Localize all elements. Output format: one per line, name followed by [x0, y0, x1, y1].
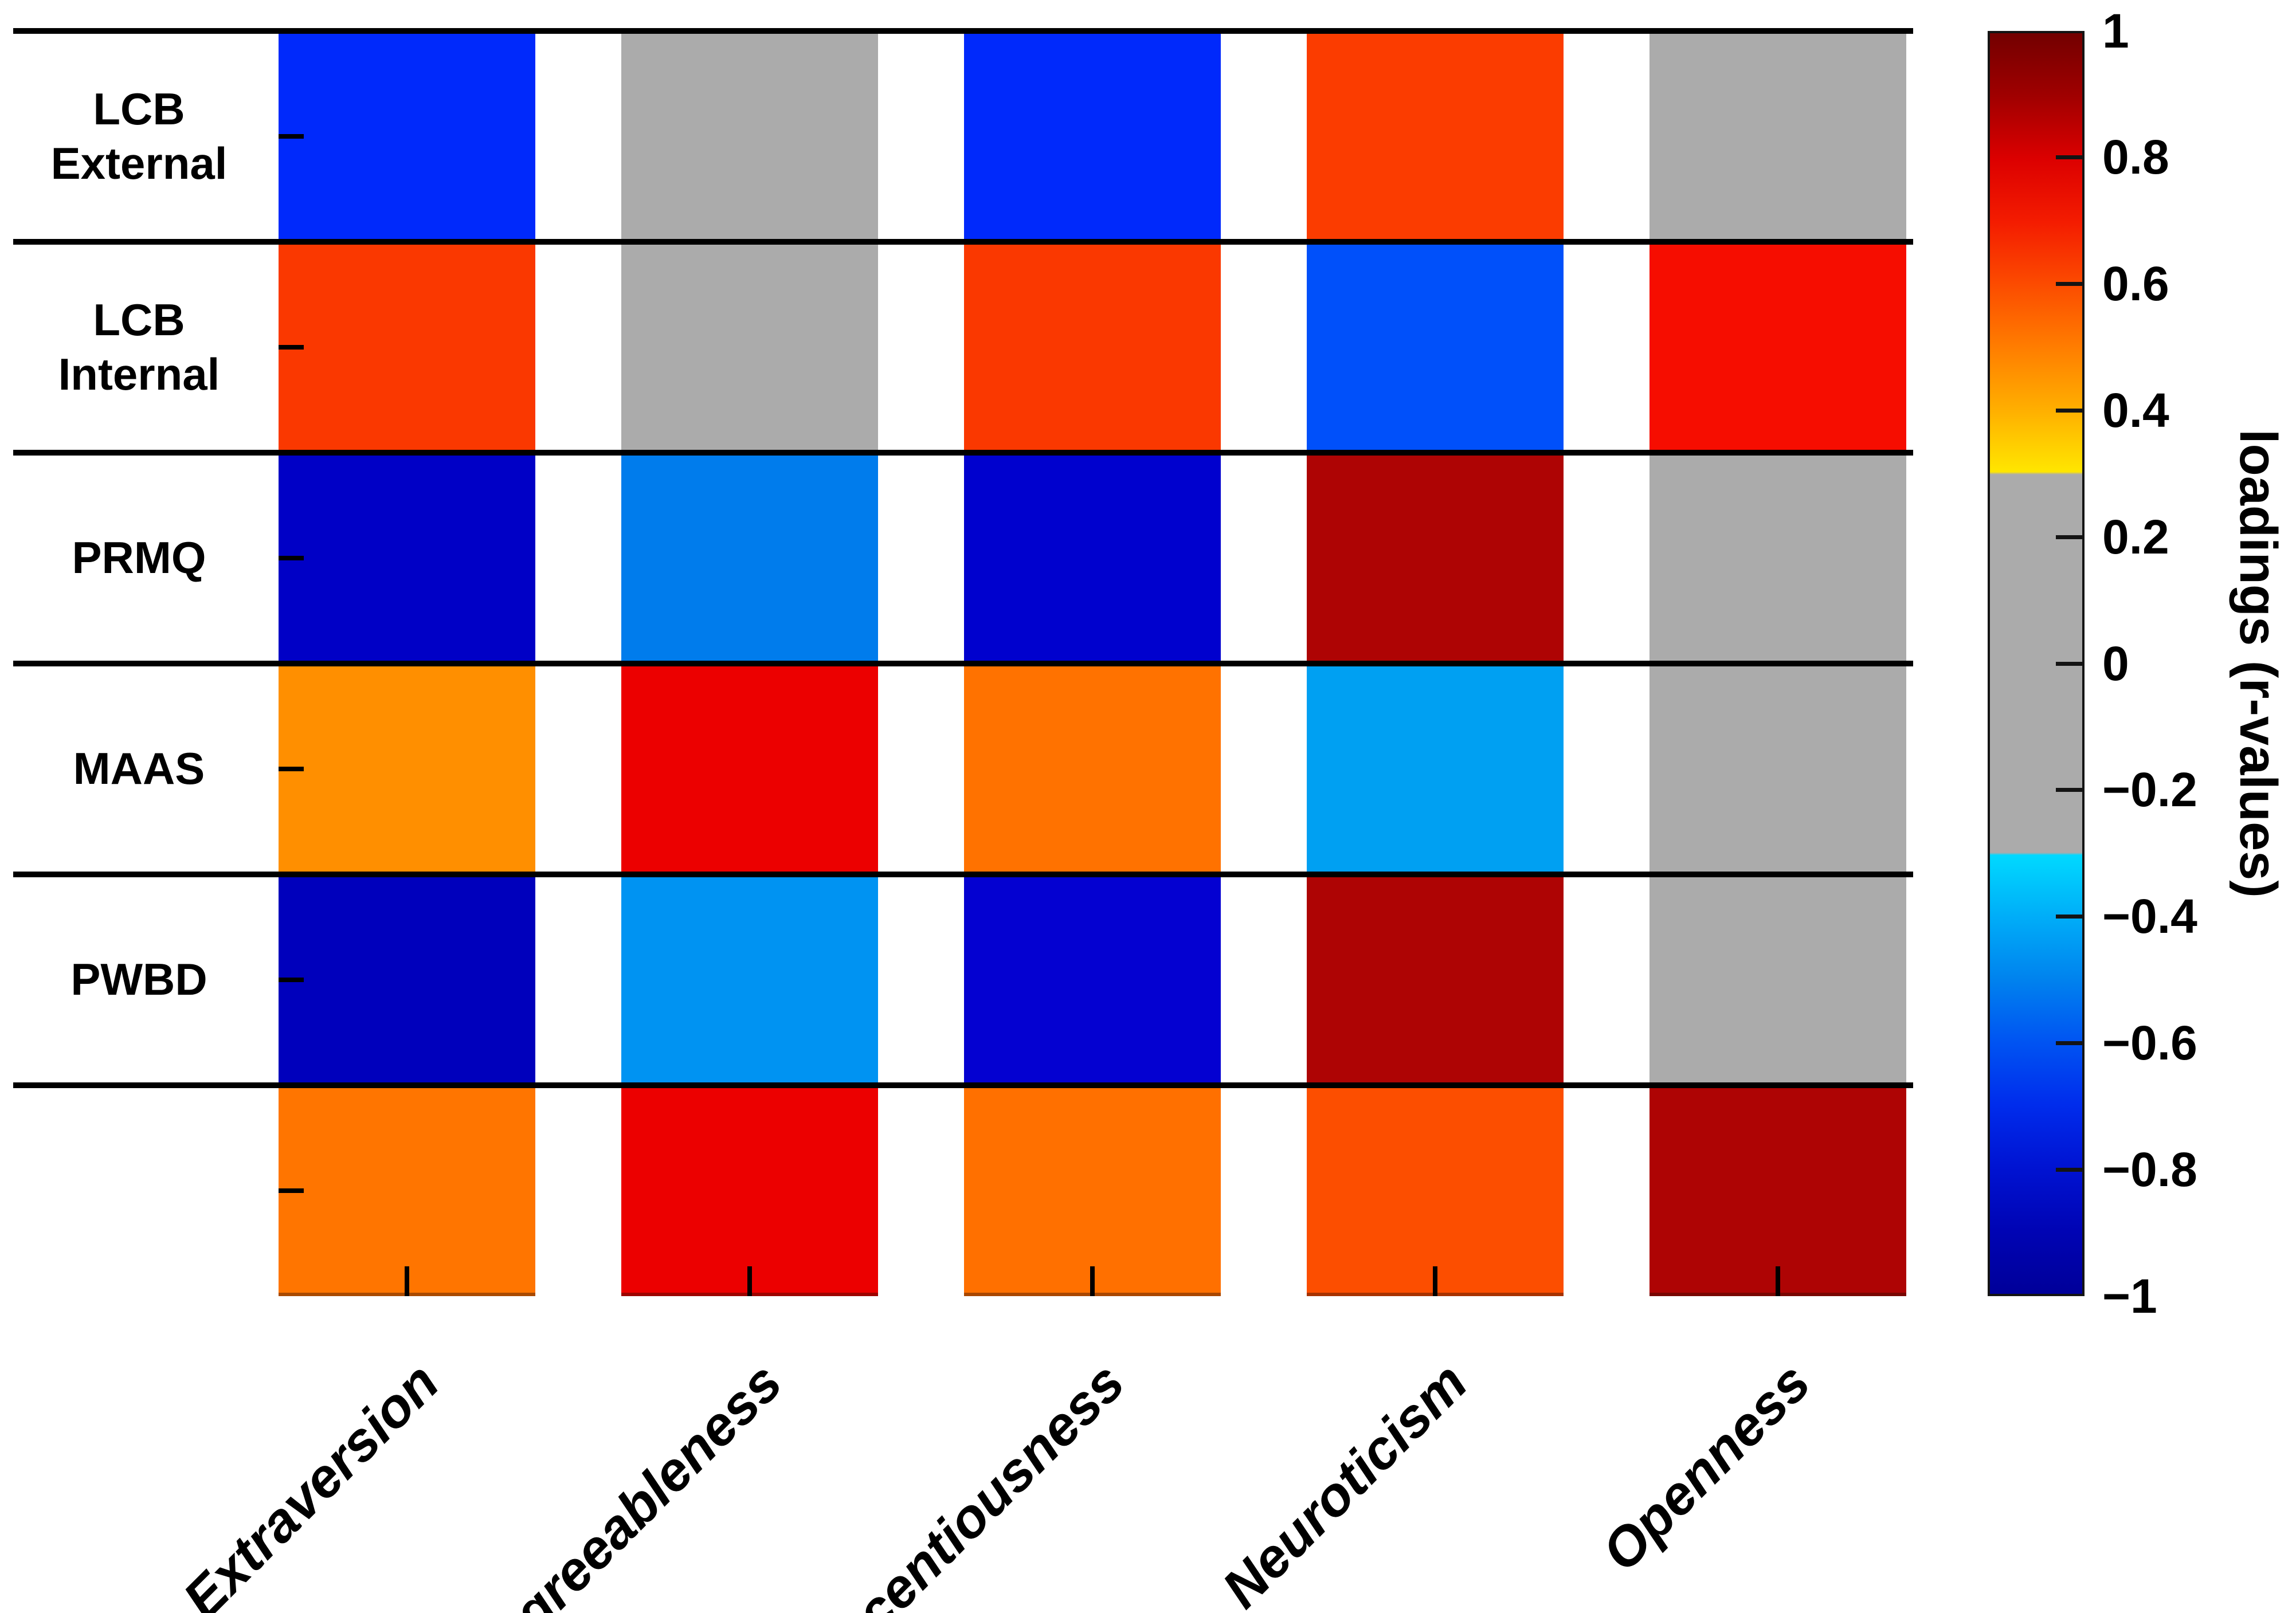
- colorbar-tick: [2056, 1041, 2082, 1045]
- row-label-line: PWBD: [70, 954, 207, 1005]
- heatmap-cell: [964, 453, 1221, 664]
- row-label-line: External: [50, 138, 228, 189]
- column-label: Extraversion: [171, 1351, 451, 1613]
- heatmap-cell: [621, 874, 878, 1085]
- row-label: PRMQ: [17, 453, 261, 664]
- colorbar-tick: [2056, 1167, 2082, 1172]
- heatmap-cell: [964, 874, 1221, 1085]
- heatmap-cell: [621, 453, 878, 664]
- colorbar-tick: [2056, 915, 2082, 919]
- heatmap-cell: [621, 664, 878, 874]
- row-label: LCB External: [17, 31, 261, 242]
- row-label-line: Internal: [58, 349, 220, 399]
- heatmap-cell: [1307, 664, 1564, 874]
- colorbar-tick-label: 0.4: [2102, 383, 2169, 437]
- row-label-line: MAAS: [73, 743, 205, 794]
- row-separator-line: [13, 1082, 1913, 1088]
- row-label: MAAS: [17, 664, 261, 874]
- colorbar-tick-label: −0.2: [2102, 763, 2197, 817]
- row-separator-line: [13, 661, 1913, 666]
- y-axis-tick: [279, 1188, 304, 1193]
- colorbar-tick-label: −0.6: [2102, 1015, 2197, 1070]
- colorbar-tick: [2056, 155, 2082, 160]
- row-label-line: PRMQ: [72, 532, 206, 583]
- y-axis-tick: [279, 134, 304, 139]
- colorbar-tick-label: 0.2: [2102, 509, 2169, 564]
- column-label: Agreeableness: [473, 1351, 794, 1613]
- heatmap-cell: [1649, 1085, 1906, 1296]
- column-label: Openness: [1590, 1351, 1822, 1583]
- colorbar-tick: [2056, 788, 2082, 792]
- heatmap-cell: [1307, 1085, 1564, 1296]
- y-axis-tick: [279, 978, 304, 982]
- heatmap-cell: [621, 31, 878, 242]
- heatmap-cell: [964, 31, 1221, 242]
- row-label: LCB Internal: [17, 242, 261, 453]
- colorbar-tick-label: −0.8: [2102, 1142, 2197, 1196]
- row-separator-line: [13, 450, 1913, 456]
- colorbar-tick: [2056, 535, 2082, 539]
- x-axis-tick: [1433, 1266, 1437, 1296]
- heatmap-cell: [621, 1085, 878, 1296]
- heatmap-cell: [1649, 874, 1906, 1085]
- heatmap-cell: [964, 664, 1221, 874]
- row-separator-line: [13, 872, 1913, 877]
- colorbar-axis-label: loadings (r-values): [2229, 429, 2287, 898]
- y-axis-tick: [279, 556, 304, 560]
- heatmap-cell: [1307, 242, 1564, 453]
- heatmap-cell: [1307, 31, 1564, 242]
- heatmap-cell: [1307, 874, 1564, 1085]
- heatmap-cell: [1649, 31, 1906, 242]
- heatmap-cell: [279, 31, 535, 242]
- colorbar-tick: [2056, 408, 2082, 413]
- heatmap-cell: [621, 242, 878, 453]
- colorbar-tick-label: 0.6: [2102, 257, 2169, 311]
- colorbar-tick-label: −0.4: [2102, 889, 2197, 944]
- y-axis-tick: [279, 767, 304, 771]
- x-axis-tick: [1090, 1266, 1095, 1296]
- row-label: PWBD: [17, 874, 261, 1085]
- heatmap-cell: [279, 242, 535, 453]
- heatmap-cell: [1649, 453, 1906, 664]
- heatmap-cell: [964, 1085, 1221, 1296]
- column-label: Conscentiousness: [747, 1351, 1137, 1613]
- row-label-line: LCB: [93, 294, 185, 345]
- colorbar-tick: [2056, 661, 2082, 666]
- x-axis-tick: [1776, 1266, 1780, 1296]
- row-separator-line: [13, 28, 1913, 34]
- heatmap-cell: [279, 1085, 535, 1296]
- heatmap-cell: [279, 453, 535, 664]
- column-label: Neuroticism: [1210, 1351, 1479, 1613]
- row-label-line: LCB: [93, 83, 185, 134]
- colorbar-tick-label: 0.8: [2102, 130, 2169, 185]
- y-axis-tick: [279, 345, 304, 350]
- colorbar-tick-label: −1: [2102, 1269, 2157, 1323]
- heatmap-cell: [1649, 664, 1906, 874]
- x-axis-tick: [747, 1266, 752, 1296]
- row-separator-line: [13, 239, 1913, 245]
- heatmap-cell: [1307, 453, 1564, 664]
- heatmap-cell: [279, 664, 535, 874]
- colorbar-tick-label: 0: [2102, 636, 2129, 690]
- colorbar-tick-label: 1: [2102, 3, 2129, 58]
- heatmap-cell: [964, 242, 1221, 453]
- x-axis-tick: [405, 1266, 409, 1296]
- heatmap-cell: [279, 874, 535, 1085]
- heatmap-cell: [1649, 242, 1906, 453]
- colorbar-tick: [2056, 282, 2082, 287]
